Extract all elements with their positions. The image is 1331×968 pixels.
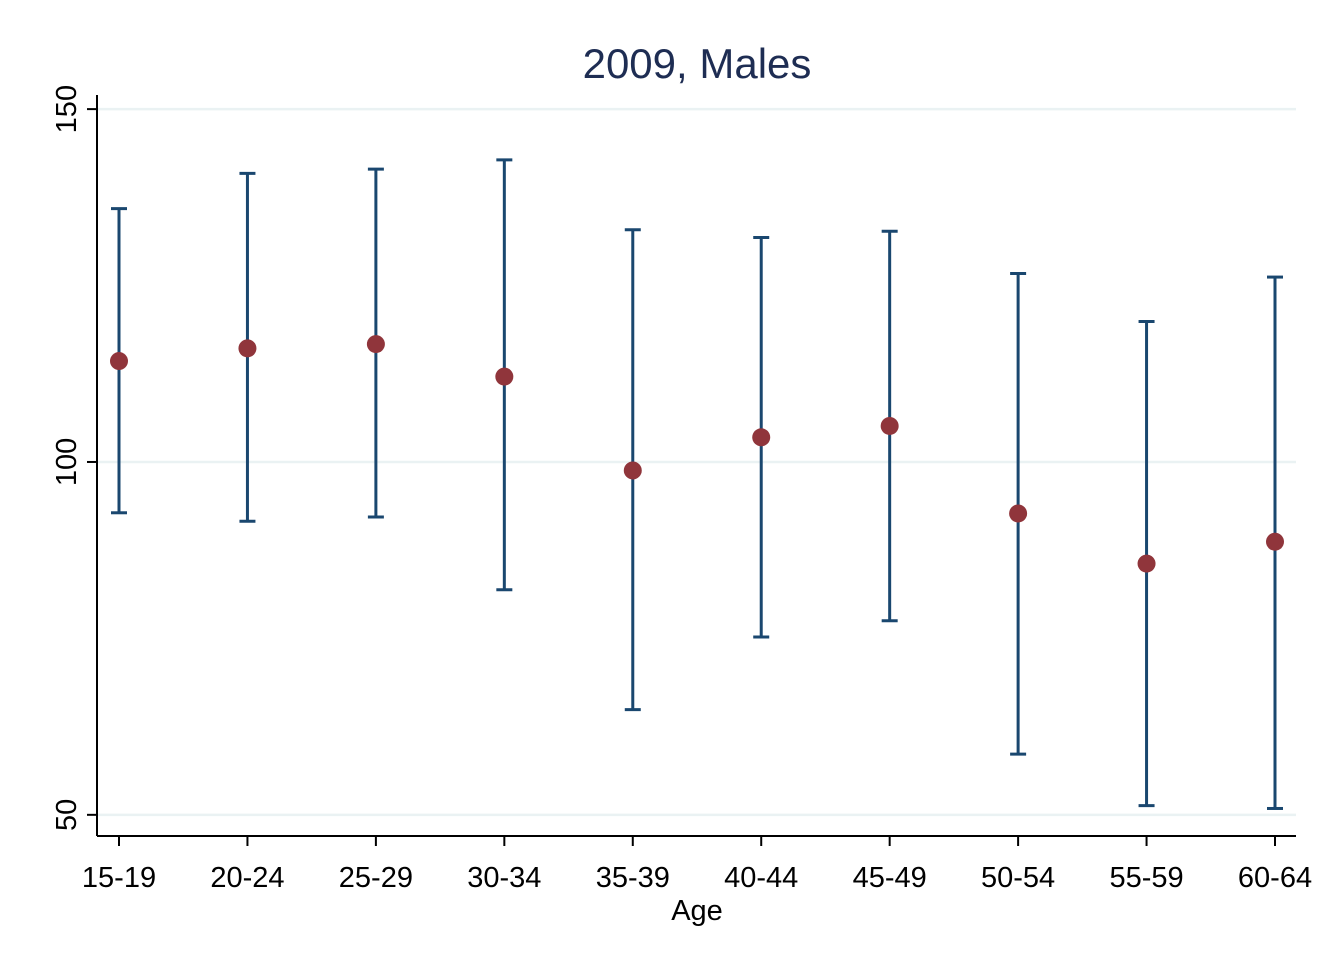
tick-labels: 50 100 150 15-19 20-24 25-29 30-34 35-39 40-44 45… — [51, 85, 1312, 894]
x-tick-label: 15-19 — [82, 862, 156, 894]
data-point — [110, 352, 128, 371]
y-tick-label: 50 — [51, 799, 83, 831]
x-tick-label: 55-59 — [1109, 862, 1183, 894]
chart-title: 2009, Males — [583, 40, 812, 87]
data-points — [110, 335, 1284, 573]
data-point — [238, 339, 257, 358]
data-point — [623, 461, 642, 480]
data-point — [366, 335, 385, 354]
data-point — [1266, 532, 1284, 551]
data-point — [495, 367, 514, 386]
y-tick-label: 150 — [51, 85, 83, 133]
x-tick-label: 35-39 — [596, 862, 670, 894]
x-tick-label: 45-49 — [853, 862, 927, 894]
data-point — [1009, 504, 1028, 523]
x-tick-label: 50-54 — [981, 862, 1055, 894]
x-tick-label: 20-24 — [210, 862, 284, 894]
data-point — [752, 428, 771, 447]
axes — [87, 95, 1296, 846]
x-tick-label: 30-34 — [467, 862, 541, 894]
y-tick-label: 100 — [51, 438, 83, 486]
x-tick-label: 40-44 — [724, 862, 798, 894]
data-point — [1137, 554, 1156, 573]
data-point — [880, 416, 899, 435]
x-tick-label: 60-64 — [1238, 862, 1312, 894]
gridlines — [98, 107, 1296, 817]
x-axis-title: Age — [671, 895, 723, 927]
x-tick-label: 25-29 — [339, 862, 413, 894]
